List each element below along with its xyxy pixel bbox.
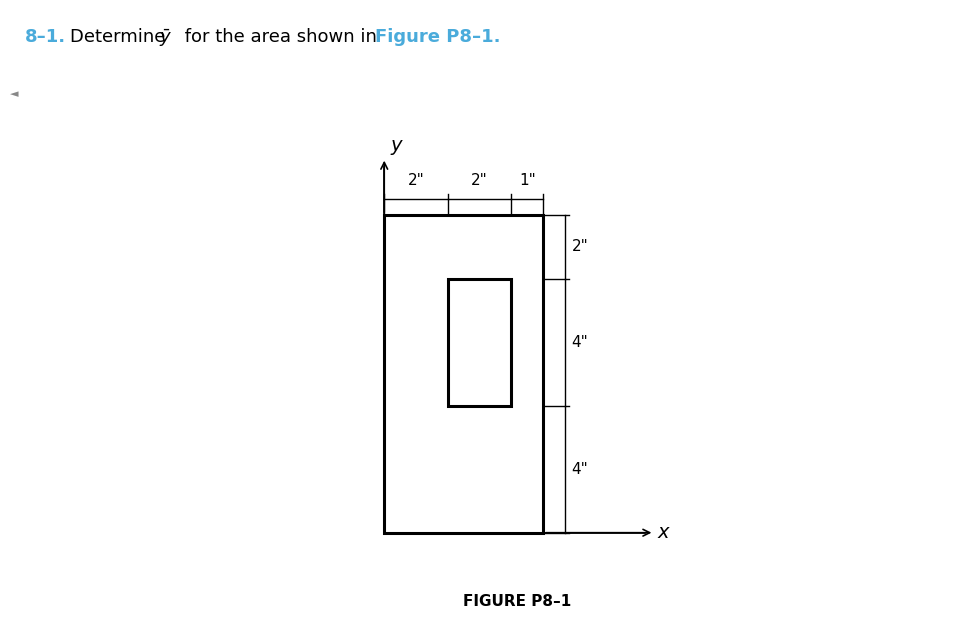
- Text: $\bar{y}$: $\bar{y}$: [159, 27, 173, 48]
- Text: x: x: [657, 523, 669, 542]
- Text: 2": 2": [471, 173, 488, 188]
- Text: 8–1.: 8–1.: [24, 28, 65, 46]
- Bar: [448, 279, 511, 406]
- Text: Determine: Determine: [70, 28, 172, 46]
- Bar: [384, 215, 543, 533]
- Text: 4": 4": [571, 335, 589, 350]
- Text: FIGURE P8–1: FIGURE P8–1: [462, 594, 571, 609]
- Text: 2": 2": [571, 239, 589, 254]
- Text: 2": 2": [408, 173, 424, 188]
- Text: 1": 1": [519, 173, 535, 188]
- Text: ◄: ◄: [10, 89, 19, 99]
- Text: for the area shown in: for the area shown in: [179, 28, 383, 46]
- Text: y: y: [391, 136, 402, 154]
- Text: 4": 4": [571, 462, 589, 477]
- Text: Figure P8–1.: Figure P8–1.: [375, 28, 501, 46]
